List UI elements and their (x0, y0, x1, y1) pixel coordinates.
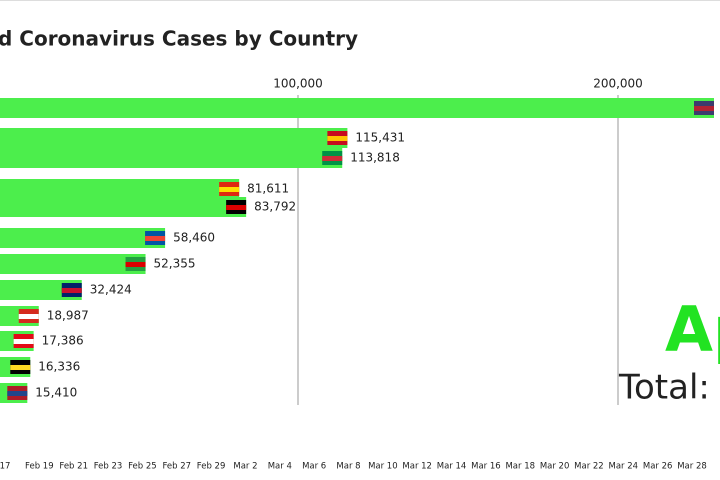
timeline-label: Feb 27 (162, 462, 191, 472)
bar (0, 128, 348, 148)
timeline-label: Mar 18 (505, 462, 535, 472)
timeline-label: Feb 21 (59, 462, 88, 472)
value-label: 58,460 (173, 231, 215, 245)
timeline-label: Feb 19 (25, 462, 54, 472)
timeline-label: Mar 12 (402, 462, 432, 472)
bar (0, 98, 714, 118)
chart-title: d Coronavirus Cases by Country (0, 27, 358, 51)
bar (0, 280, 82, 300)
timeline-label: Mar 16 (471, 462, 501, 472)
timeline-label: Mar 10 (368, 462, 398, 472)
bar (0, 228, 166, 248)
bar (0, 254, 146, 274)
value-label: 81,611 (247, 182, 289, 196)
value-label: 15,410 (35, 386, 77, 400)
x-tick-label: 200,000 (593, 77, 643, 91)
timeline-label: Mar 20 (540, 462, 570, 472)
value-label: 17,386 (42, 334, 84, 348)
bar (0, 148, 343, 168)
flag-stripe (10, 365, 31, 370)
flag-stripe (145, 236, 166, 241)
flag-stripe (327, 136, 348, 141)
value-label: 18,987 (47, 309, 89, 323)
flag-stripe (694, 106, 714, 111)
date-label: Ap (665, 293, 720, 366)
flag-stripe (61, 288, 82, 293)
value-label: 113,818 (350, 151, 400, 165)
flag-stripe (322, 156, 343, 161)
value-label: 16,336 (38, 360, 80, 374)
timeline-label: 17 (0, 462, 10, 472)
timeline-label: Feb 23 (94, 462, 123, 472)
timeline-label: Mar 14 (437, 462, 467, 472)
timeline-label: Mar 26 (643, 462, 673, 472)
flag-stripe (125, 262, 146, 267)
bar (0, 179, 240, 199)
timeline-label: Mar 8 (336, 462, 360, 472)
timeline-label: Mar 24 (609, 462, 639, 472)
timeline-label: Mar 2 (233, 462, 257, 472)
bar (0, 197, 247, 217)
timeline-label: Feb 25 (128, 462, 157, 472)
timeline-label: Mar 28 (677, 462, 707, 472)
value-label: 115,431 (355, 131, 405, 145)
value-label: 83,792 (254, 200, 296, 214)
value-label: 32,424 (90, 283, 132, 297)
timeline-label: Mar 6 (302, 462, 326, 472)
flag-stripe (18, 314, 39, 319)
x-tick-label: 100,000 (273, 77, 323, 91)
timeline-label: Mar 4 (268, 462, 292, 472)
flag-stripe (226, 205, 247, 210)
flag-stripe (219, 187, 240, 192)
timeline-label: Mar 22 (574, 462, 604, 472)
value-label: 52,355 (154, 257, 196, 271)
timeline-label: Feb 29 (197, 462, 226, 472)
total-label: Total: 9 (618, 368, 720, 408)
flag-stripe (13, 339, 34, 344)
flag-stripe (7, 391, 28, 396)
